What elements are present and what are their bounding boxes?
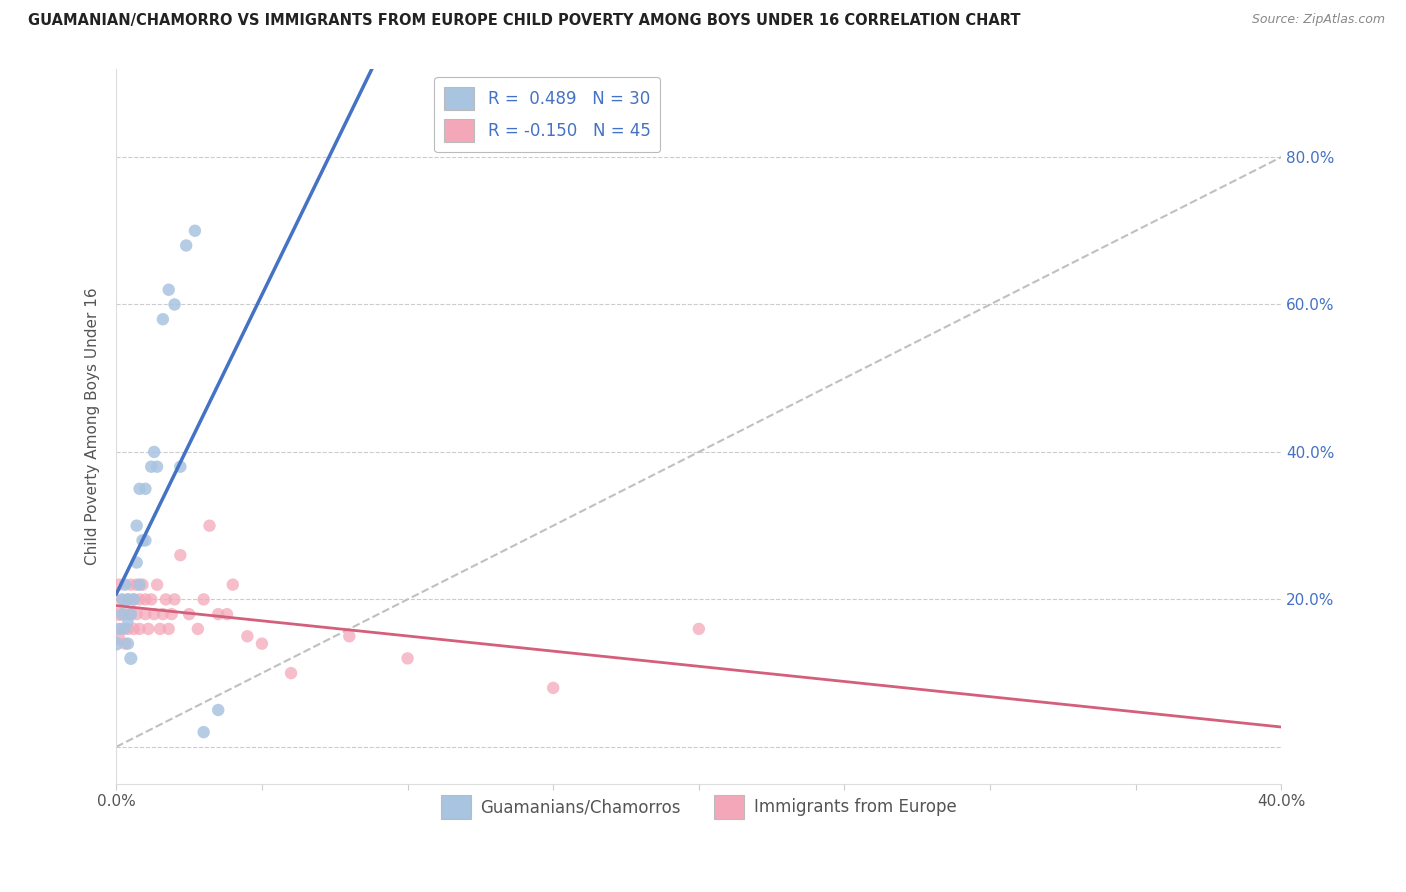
Point: [134, 482, 156, 496]
Point: [160, 607, 183, 622]
Point: [134, 607, 156, 622]
Point: [169, 548, 191, 562]
Point: [193, 725, 215, 739]
Point: [111, 592, 134, 607]
Point: [136, 622, 159, 636]
Point: [184, 224, 207, 238]
Point: [108, 622, 131, 636]
Point: [114, 607, 136, 622]
Point: [120, 607, 142, 622]
Point: [396, 651, 419, 665]
Point: [117, 592, 139, 607]
Point: [120, 607, 142, 622]
Point: [125, 556, 148, 570]
Point: [207, 607, 229, 622]
Point: [111, 592, 134, 607]
Point: [177, 607, 200, 622]
Y-axis label: Child Poverty Among Boys Under 16: Child Poverty Among Boys Under 16: [86, 287, 100, 565]
Point: [169, 459, 191, 474]
Point: [146, 577, 169, 591]
Point: [146, 459, 169, 474]
Point: [207, 703, 229, 717]
Point: [149, 622, 172, 636]
Point: [152, 312, 174, 326]
Point: [114, 637, 136, 651]
Point: [236, 629, 259, 643]
Point: [114, 622, 136, 636]
Point: [280, 666, 302, 681]
Point: [143, 445, 166, 459]
Point: [187, 622, 209, 636]
Point: [108, 577, 131, 591]
Point: [120, 651, 142, 665]
Point: [105, 629, 128, 643]
Point: [174, 238, 197, 252]
Point: [193, 592, 215, 607]
Point: [122, 592, 145, 607]
Point: [163, 297, 186, 311]
Point: [134, 533, 156, 548]
Point: [128, 622, 150, 636]
Point: [152, 607, 174, 622]
Point: [134, 592, 156, 607]
Point: [117, 592, 139, 607]
Point: [198, 518, 221, 533]
Point: [250, 637, 273, 651]
Point: [125, 518, 148, 533]
Point: [163, 592, 186, 607]
Point: [111, 607, 134, 622]
Point: [131, 533, 153, 548]
Text: Source: ZipAtlas.com: Source: ZipAtlas.com: [1251, 13, 1385, 27]
Point: [131, 577, 153, 591]
Point: [222, 577, 245, 591]
Point: [541, 681, 564, 695]
Point: [125, 577, 148, 591]
Point: [105, 637, 128, 651]
Point: [122, 622, 145, 636]
Point: [111, 622, 134, 636]
Point: [120, 577, 142, 591]
Point: [337, 629, 360, 643]
Legend: Guamanians/Chamorros, Immigrants from Europe: Guamanians/Chamorros, Immigrants from Eu…: [434, 789, 963, 825]
Point: [141, 459, 163, 474]
Point: [117, 622, 139, 636]
Point: [117, 615, 139, 629]
Point: [125, 607, 148, 622]
Point: [141, 592, 163, 607]
Point: [215, 607, 238, 622]
Point: [108, 607, 131, 622]
Point: [155, 592, 177, 607]
Point: [128, 577, 150, 591]
Text: GUAMANIAN/CHAMORRO VS IMMIGRANTS FROM EUROPE CHILD POVERTY AMONG BOYS UNDER 16 C: GUAMANIAN/CHAMORRO VS IMMIGRANTS FROM EU…: [28, 13, 1021, 29]
Point: [128, 592, 150, 607]
Point: [143, 607, 166, 622]
Point: [688, 622, 710, 636]
Point: [157, 622, 180, 636]
Point: [117, 637, 139, 651]
Point: [157, 283, 180, 297]
Point: [128, 482, 150, 496]
Point: [114, 577, 136, 591]
Point: [122, 592, 145, 607]
